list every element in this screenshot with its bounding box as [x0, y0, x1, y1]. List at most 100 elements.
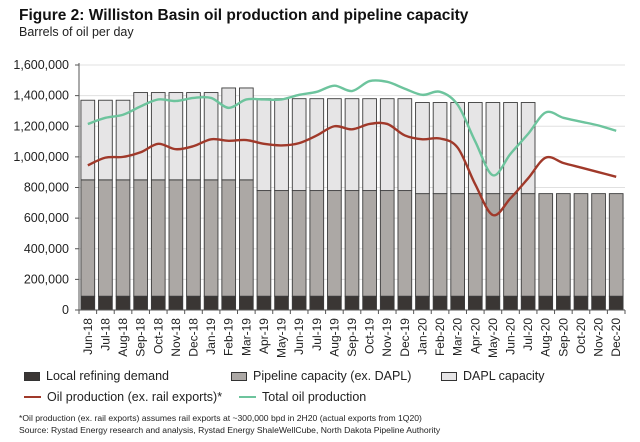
bar-segment-local-refining-demand — [80, 295, 96, 311]
bar-segment-local-refining-demand — [256, 295, 272, 311]
bar-segment-local-refining-demand — [397, 295, 413, 311]
y-tick-label: 400,000 — [24, 242, 69, 256]
bar-segment-dapl-capacity — [520, 102, 536, 195]
bar-segment-pipeline-capacity-ex-dapl — [239, 179, 254, 297]
x-tick-label: Apr-19 — [257, 318, 271, 354]
bar-segment-pipeline-capacity-ex-dapl — [520, 193, 536, 297]
x-tick-label: Sep-18 — [134, 318, 148, 357]
x-tick-label: Mar-20 — [451, 318, 465, 356]
legend-swatch-pipeline-capacity — [231, 371, 247, 381]
bar-segment-dapl-capacity — [432, 102, 448, 195]
bar-segment-local-refining-demand — [432, 295, 448, 311]
bar-segment-dapl-capacity — [150, 92, 166, 181]
bar-segment-dapl-capacity — [362, 98, 377, 192]
bar-segment-pipeline-capacity-ex-dapl — [274, 190, 289, 297]
bar-segment-pipeline-capacity-ex-dapl — [115, 179, 131, 297]
bar-segment-pipeline-capacity-ex-dapl — [291, 190, 307, 297]
bar-segment-dapl-capacity — [203, 92, 219, 181]
bar-segment-pipeline-capacity-ex-dapl — [362, 190, 377, 297]
x-tick-label: Jun-19 — [292, 318, 306, 355]
legend-label: DAPL capacity — [463, 369, 545, 383]
bar-segment-pipeline-capacity-ex-dapl — [98, 179, 113, 297]
bar-segment-local-refining-demand — [309, 295, 325, 311]
x-tick-label: Nov-18 — [169, 318, 183, 357]
bar-segment-pipeline-capacity-ex-dapl — [556, 193, 571, 297]
bar-segment-pipeline-capacity-ex-dapl — [203, 179, 219, 297]
legend-swatch-oil-production — [24, 396, 41, 398]
bar-segment-local-refining-demand — [415, 295, 430, 311]
bar-segment-pipeline-capacity-ex-dapl — [573, 193, 589, 297]
x-tick-label: May-20 — [486, 318, 500, 358]
x-tick-label: Jul-18 — [98, 318, 112, 351]
bar-segment-dapl-capacity — [186, 92, 201, 181]
chart-subtitle: Barrels of oil per day — [19, 25, 134, 39]
legend-item-pipeline-capacity: Pipeline capacity (ex. DAPL) — [231, 369, 411, 383]
bar-segment-pipeline-capacity-ex-dapl — [450, 193, 465, 297]
bar-segment-pipeline-capacity-ex-dapl — [467, 193, 483, 297]
y-tick-label: 600,000 — [24, 211, 69, 225]
footnote-note: *Oil production (ex. rail exports) assum… — [19, 413, 422, 423]
bar-segment-local-refining-demand — [556, 295, 571, 311]
x-tick-label: Feb-19 — [222, 318, 236, 356]
x-tick-label: Oct-18 — [151, 318, 165, 354]
bar-segment-dapl-capacity — [221, 87, 237, 181]
y-tick-label: 1,400,000 — [13, 89, 69, 103]
bar-segment-pipeline-capacity-ex-dapl — [344, 190, 360, 297]
legend-swatch-local-refining — [24, 371, 40, 381]
bar-segment-pipeline-capacity-ex-dapl — [379, 190, 395, 297]
bar-segment-local-refining-demand — [150, 295, 166, 311]
bar-segment-local-refining-demand — [520, 295, 536, 311]
x-tick-label: Jun-20 — [504, 318, 518, 355]
bar-segment-dapl-capacity — [327, 98, 342, 192]
bar-segment-local-refining-demand — [608, 295, 624, 311]
x-tick-label: Jul-19 — [310, 318, 324, 351]
bar-segment-pipeline-capacity-ex-dapl — [186, 179, 201, 297]
bar-segment-dapl-capacity — [309, 98, 325, 192]
legend-item-local-refining: Local refining demand — [24, 369, 169, 383]
x-tick-label: Nov-19 — [380, 318, 394, 357]
x-tick-label: Mar-19 — [239, 318, 253, 356]
bar-segment-dapl-capacity — [168, 92, 184, 181]
bar-segment-pipeline-capacity-ex-dapl — [591, 193, 606, 297]
bar-segment-pipeline-capacity-ex-dapl — [80, 179, 96, 297]
x-tick-label: Aug-19 — [327, 318, 341, 357]
x-tick-label: Nov-20 — [592, 318, 606, 357]
bar-segment-pipeline-capacity-ex-dapl — [327, 190, 342, 297]
bar-segment-local-refining-demand — [274, 295, 289, 311]
bar-segment-pipeline-capacity-ex-dapl — [133, 179, 148, 297]
legend-item-total-oil-production: Total oil production — [239, 390, 366, 404]
bar-segment-local-refining-demand — [573, 295, 589, 311]
bar-segment-pipeline-capacity-ex-dapl — [538, 193, 554, 297]
bar-segment-local-refining-demand — [133, 295, 148, 311]
bar-segment-dapl-capacity — [485, 102, 501, 195]
bar-segment-local-refining-demand — [591, 295, 606, 311]
x-tick-label: Aug-20 — [539, 318, 553, 357]
x-tick-label: Apr-20 — [468, 318, 482, 354]
x-tick-label: Jan-20 — [415, 318, 429, 355]
bar-segment-local-refining-demand — [503, 295, 518, 311]
bar-segment-local-refining-demand — [485, 295, 501, 311]
bar-segment-dapl-capacity — [80, 99, 96, 181]
x-tick-label: Feb-20 — [433, 318, 447, 356]
bar-segment-dapl-capacity — [467, 102, 483, 195]
x-tick-label: Dec-20 — [609, 318, 623, 357]
legend-swatch-dapl-capacity — [441, 371, 457, 381]
x-tick-label: Oct-20 — [574, 318, 588, 354]
x-tick-label: Sep-19 — [345, 318, 359, 357]
bar-segment-local-refining-demand — [362, 295, 377, 311]
bar-segment-local-refining-demand — [203, 295, 219, 311]
bar-segment-local-refining-demand — [186, 295, 201, 311]
bar-segment-dapl-capacity — [98, 99, 113, 181]
bar-segment-local-refining-demand — [115, 295, 131, 311]
bar-segment-dapl-capacity — [379, 98, 395, 192]
bar-segment-pipeline-capacity-ex-dapl — [256, 190, 272, 297]
bar-segment-pipeline-capacity-ex-dapl — [503, 193, 518, 297]
bar-segment-dapl-capacity — [115, 99, 131, 181]
legend-label: Oil production (ex. rail exports)* — [47, 390, 223, 404]
x-tick-label: Sep-20 — [556, 318, 570, 357]
bar-segment-dapl-capacity — [503, 102, 518, 195]
y-tick-label: 1,600,000 — [13, 58, 69, 72]
bar-segment-local-refining-demand — [98, 295, 113, 311]
bar-segment-local-refining-demand — [168, 295, 184, 311]
